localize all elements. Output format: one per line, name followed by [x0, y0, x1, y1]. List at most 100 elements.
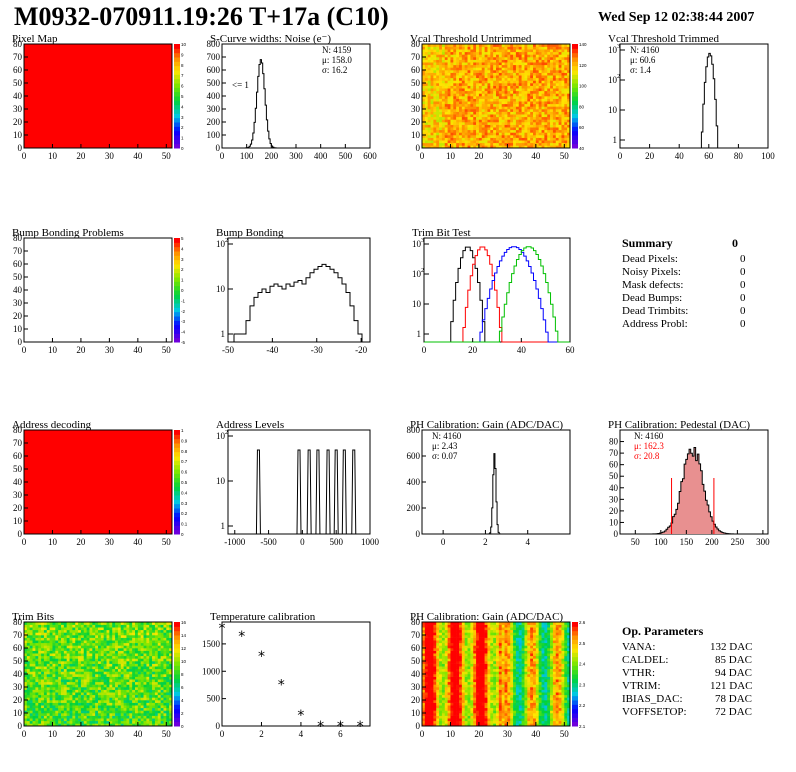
heatmap-cell	[103, 635, 107, 638]
heatmap-cell	[441, 80, 446, 84]
heatmap-cell	[95, 713, 99, 716]
heatmap-cell	[427, 62, 431, 66]
heatmap-cell	[461, 46, 465, 50]
heatmap-cell	[533, 51, 537, 55]
heatmap-cell	[481, 116, 485, 120]
heatmap-cell	[422, 674, 426, 677]
heatmap-cell	[447, 111, 451, 115]
heatmap-cell	[152, 653, 156, 657]
heatmap-cell	[430, 132, 434, 136]
heatmap-cell	[152, 658, 156, 662]
heatmap-cell	[461, 129, 465, 133]
heatmap-cell	[444, 666, 448, 670]
heatmap-cell	[498, 137, 502, 141]
heatmap-cell	[66, 679, 70, 683]
heatmap-cell	[430, 674, 434, 677]
heatmap-cell	[453, 668, 457, 672]
heatmap-cell	[43, 718, 48, 722]
heatmap-cell	[501, 114, 505, 118]
heatmap-cell	[137, 645, 141, 649]
heatmap-cell	[490, 64, 494, 68]
heatmap-cell	[490, 51, 494, 55]
heatmap-cell	[427, 723, 431, 727]
heatmap-cell	[547, 62, 551, 66]
heatmap-cell	[146, 674, 150, 677]
heatmap-cell	[66, 637, 70, 641]
heatmap-cell	[117, 650, 122, 654]
heatmap-cell	[558, 93, 562, 97]
heatmap-cell	[521, 80, 525, 84]
heatmap-cell	[78, 655, 82, 659]
heatmap-cell	[436, 627, 440, 631]
heatmap-cell	[441, 72, 446, 76]
heatmap-cell	[533, 116, 537, 120]
heatmap-cell	[120, 642, 124, 646]
colorbar-segment	[572, 70, 578, 75]
heatmap-cell	[43, 632, 48, 636]
heatmap-cell	[123, 671, 127, 675]
heatmap-cell	[427, 705, 431, 709]
heatmap-cell	[453, 627, 457, 631]
heatmap-cell	[444, 705, 448, 709]
heatmap-cell	[43, 702, 48, 706]
heatmap-cell	[441, 137, 446, 141]
heatmap-cell	[83, 713, 87, 716]
heatmap-cell	[106, 668, 110, 672]
heatmap-cell	[504, 75, 508, 79]
heatmap-cell	[169, 661, 173, 664]
heatmap-cell	[564, 135, 568, 138]
plot-frame	[23, 237, 173, 343]
heatmap-cell	[78, 671, 82, 675]
heatmap-cell	[459, 96, 463, 99]
heatmap-cell	[24, 624, 28, 628]
heatmap-cell	[24, 720, 28, 724]
heatmap-cell	[436, 103, 440, 107]
heatmap-cell	[561, 62, 565, 66]
heatmap-cell	[490, 49, 494, 53]
heatmap-cell	[49, 666, 53, 670]
heatmap-cell	[83, 632, 87, 636]
heatmap-cell	[450, 62, 454, 66]
heatmap-cell	[61, 689, 65, 693]
heatmap-cell	[24, 689, 28, 693]
heatmap-cell	[484, 132, 488, 136]
heatmap-cell	[464, 75, 468, 79]
heatmap-cell	[447, 697, 451, 701]
heatmap-cell	[470, 129, 474, 133]
heatmap-cell	[433, 111, 437, 115]
heatmap-cell	[137, 684, 141, 688]
heatmap-cell	[115, 629, 119, 633]
heatmap-cell	[464, 49, 468, 53]
heatmap-cell	[137, 658, 141, 662]
heatmap-cell	[98, 674, 102, 677]
heatmap-cell	[436, 98, 440, 102]
heatmap-cell	[450, 75, 454, 79]
heatmap-cell	[564, 106, 568, 110]
heatmap-cell	[95, 661, 99, 664]
heatmap-cell	[29, 645, 33, 649]
heatmap-cell	[63, 684, 67, 688]
heatmap-cell	[487, 137, 491, 141]
heatmap-cell	[29, 713, 33, 716]
heatmap-cell	[424, 671, 428, 675]
heatmap-cell	[427, 640, 431, 644]
heatmap-cell	[547, 142, 551, 146]
heatmap-cell	[166, 707, 170, 711]
heatmap-cell	[561, 114, 565, 118]
heatmap-cell	[95, 632, 99, 636]
heatmap-cell	[555, 101, 559, 105]
heatmap-cell	[453, 632, 457, 636]
heatmap-cell	[29, 692, 33, 696]
heatmap-cell	[558, 137, 562, 141]
heatmap-cell	[112, 692, 116, 696]
heatmap-cell	[160, 668, 164, 672]
heatmap-cell	[424, 653, 428, 657]
heatmap-cell	[533, 59, 537, 63]
heatmap-cell	[80, 661, 85, 664]
heatmap-cell	[58, 629, 62, 633]
heatmap-cell	[427, 83, 431, 86]
heatmap-cell	[538, 85, 542, 89]
heatmap-cell	[163, 705, 167, 709]
heatmap-cell	[160, 710, 164, 714]
heatmap-cell	[112, 684, 116, 688]
